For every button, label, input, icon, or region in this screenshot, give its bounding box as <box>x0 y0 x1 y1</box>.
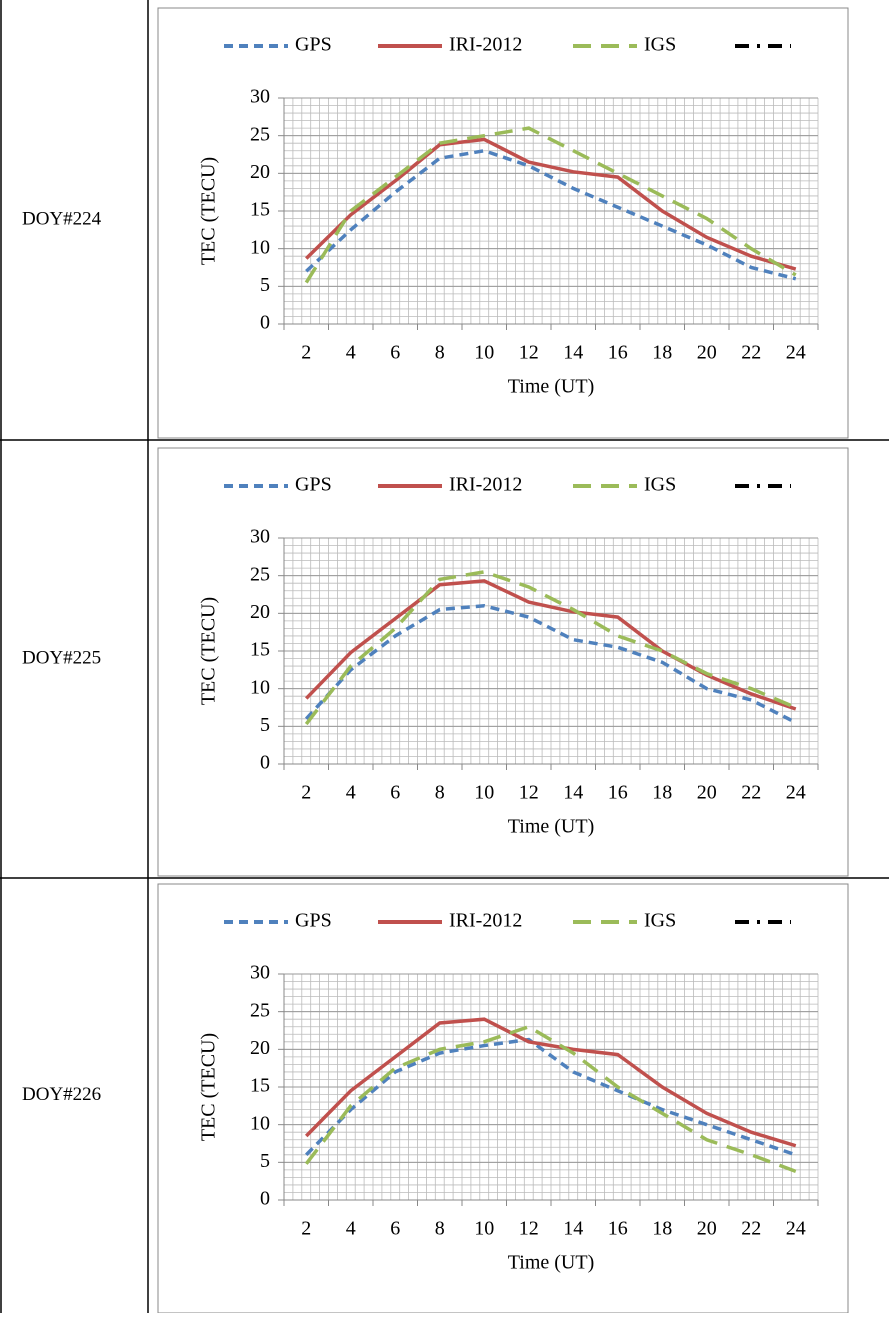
legend-label: IRI-2012 <box>449 474 522 496</box>
x-tick-label: 10 <box>474 342 494 364</box>
y-tick-label: 0 <box>260 1188 270 1210</box>
legend-label: IGS <box>644 474 676 496</box>
x-tick-label: 24 <box>786 1218 806 1240</box>
x-tick-label: 14 <box>563 342 583 364</box>
legend-label: GPS <box>295 910 332 932</box>
y-tick-label: 5 <box>260 1150 270 1172</box>
y-tick-label: 30 <box>250 526 270 548</box>
x-tick-label: 4 <box>346 1218 356 1240</box>
series-line <box>305 1037 797 1157</box>
x-tick-label: 12 <box>519 342 539 364</box>
x-tick-label: 16 <box>608 342 628 364</box>
x-tick-label: 20 <box>697 342 717 364</box>
y-tick-label: 15 <box>250 639 270 661</box>
x-tick-label: 24 <box>786 342 806 364</box>
x-tick-label: 2 <box>301 342 311 364</box>
x-tick-label: 4 <box>346 342 356 364</box>
chart-frame <box>157 7 849 439</box>
legend-label: IGS <box>644 910 676 932</box>
row-label: DOY#226 <box>22 1084 101 1105</box>
y-tick-label: 0 <box>260 312 270 334</box>
x-tick-label: 22 <box>741 342 761 364</box>
legend-label: IRI-2012 <box>449 34 522 56</box>
y-tick-label: 25 <box>250 123 270 145</box>
x-tick-label: 6 <box>390 782 400 804</box>
y-tick-label: 30 <box>250 86 270 108</box>
x-axis-title: Time (UT) <box>508 376 594 398</box>
x-tick-label: 16 <box>608 1218 628 1240</box>
y-tick-label: 30 <box>250 962 270 984</box>
y-tick-label: 25 <box>250 563 270 585</box>
x-tick-label: 10 <box>474 782 494 804</box>
y-tick-label: 5 <box>260 274 270 296</box>
series-line <box>305 137 797 271</box>
y-tick-label: 10 <box>250 676 270 698</box>
x-tick-label: 14 <box>563 782 583 804</box>
series-line <box>304 579 797 711</box>
x-tick-label: 18 <box>652 342 672 364</box>
x-tick-label: 14 <box>563 1218 583 1240</box>
y-tick-label: 15 <box>250 199 270 221</box>
y-tick-label: 20 <box>250 601 270 623</box>
x-tick-label: 8 <box>435 782 445 804</box>
row-label: DOY#224 <box>22 208 102 229</box>
legend-label: GPS <box>295 34 332 56</box>
x-tick-label: 12 <box>519 1218 539 1240</box>
x-tick-label: 22 <box>741 782 761 804</box>
y-tick-label: 25 <box>250 999 270 1021</box>
y-axis-title: TEC (TECU) <box>198 597 220 705</box>
x-tick-label: 22 <box>741 1218 761 1240</box>
y-tick-label: 20 <box>250 1037 270 1059</box>
series-line <box>304 126 797 284</box>
y-tick-label: 5 <box>260 714 270 736</box>
y-tick-label: 0 <box>260 752 270 774</box>
series-line <box>305 1017 797 1148</box>
x-tick-label: 12 <box>519 782 539 804</box>
x-tick-label: 18 <box>652 782 672 804</box>
series-line <box>305 148 797 281</box>
x-tick-label: 24 <box>786 782 806 804</box>
x-tick-label: 8 <box>435 342 445 364</box>
y-tick-label: 10 <box>250 236 270 258</box>
x-tick-label: 8 <box>435 1218 445 1240</box>
series-line <box>304 1024 797 1174</box>
x-tick-label: 10 <box>474 1218 494 1240</box>
y-tick-label: 20 <box>250 161 270 183</box>
legend-label: IGS <box>644 34 676 56</box>
series-line <box>304 604 797 725</box>
y-axis-title: TEC (TECU) <box>198 1033 220 1141</box>
y-tick-label: 15 <box>250 1075 270 1097</box>
chart-frame <box>157 883 849 1314</box>
x-tick-label: 4 <box>346 782 356 804</box>
x-axis-title: Time (UT) <box>508 816 594 838</box>
x-tick-label: 16 <box>608 782 628 804</box>
y-tick-label: 10 <box>250 1112 270 1134</box>
y-axis-title: TEC (TECU) <box>198 157 220 265</box>
x-tick-label: 2 <box>301 1218 311 1240</box>
x-tick-label: 6 <box>390 1218 400 1240</box>
row-label: DOY#225 <box>22 647 101 668</box>
x-axis-title: Time (UT) <box>508 1252 594 1274</box>
x-tick-label: 18 <box>652 1218 672 1240</box>
chart-frame <box>157 447 849 877</box>
x-tick-label: 2 <box>301 782 311 804</box>
x-tick-label: 6 <box>390 342 400 364</box>
legend-label: GPS <box>295 474 332 496</box>
series-line <box>304 570 797 726</box>
legend-label: IRI-2012 <box>449 910 522 932</box>
x-tick-label: 20 <box>697 782 717 804</box>
x-tick-label: 20 <box>697 1218 717 1240</box>
